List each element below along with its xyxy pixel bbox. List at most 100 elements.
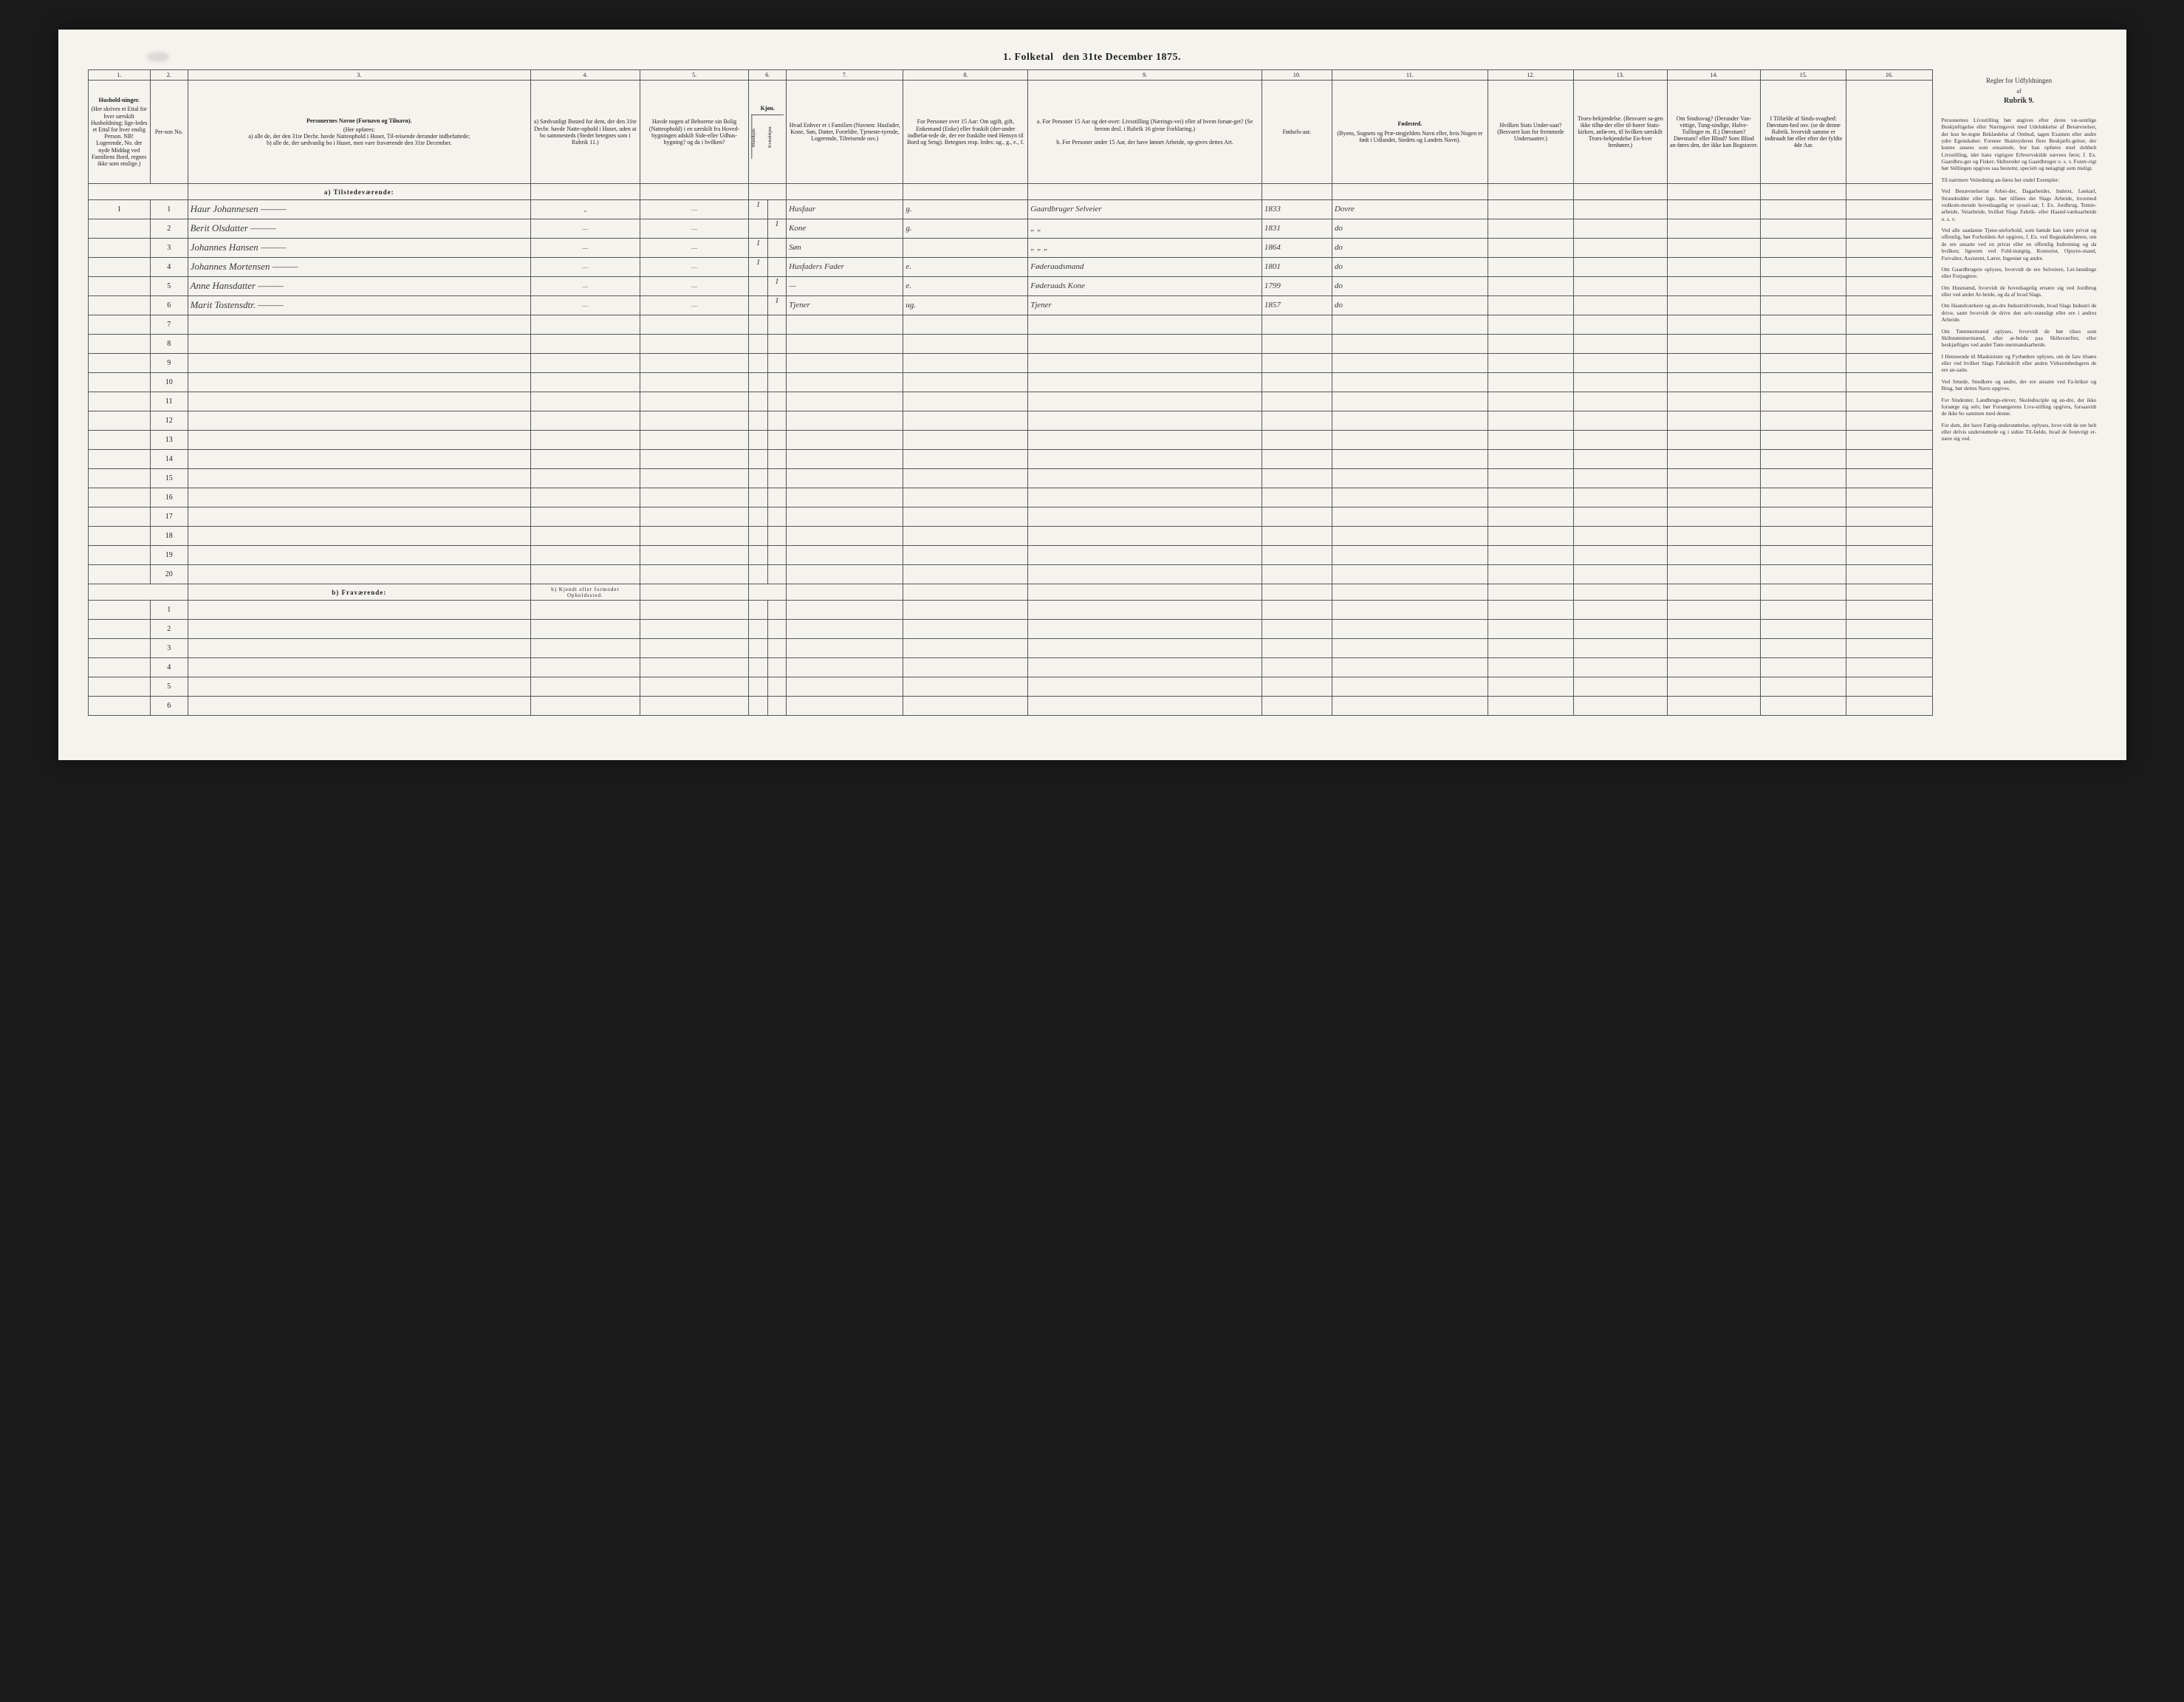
section-a-label: a) Tilstedeværende:	[88, 184, 1932, 200]
cell	[1761, 354, 1846, 373]
cell: e.	[903, 277, 1028, 296]
table-container: 1.2.3.4.5.6.7.8.9.10.11.12.13.14.15.16. …	[88, 69, 1933, 716]
cell	[787, 584, 903, 601]
document-page: 1. Folketal den 31te December 1875. 1.2.…	[58, 30, 2126, 760]
cell	[1846, 258, 1932, 277]
column-number-row: 1.2.3.4.5.6.7.8.9.10.11.12.13.14.15.16.	[88, 70, 1932, 81]
cell	[903, 431, 1028, 450]
cell: Kone	[787, 219, 903, 239]
cell	[1488, 335, 1573, 354]
cell	[1332, 658, 1488, 677]
table-row: 17	[88, 507, 1932, 527]
cell: —	[530, 277, 640, 296]
cell	[1028, 411, 1262, 431]
cell: b) Kjendt eller formodet Opholdssted.	[530, 584, 640, 601]
cell	[530, 527, 640, 546]
cell	[1028, 601, 1262, 620]
cell: Søn	[787, 239, 903, 258]
cell	[1488, 469, 1573, 488]
cell	[1667, 315, 1761, 335]
cell	[749, 527, 787, 546]
cell: Tjener	[1028, 296, 1262, 315]
cell	[88, 469, 150, 488]
cell	[1667, 469, 1761, 488]
col-num-15: 15.	[1761, 70, 1846, 81]
cell	[1846, 488, 1932, 507]
cell	[530, 697, 640, 716]
cell	[1846, 697, 1932, 716]
cell	[88, 584, 188, 601]
cell: —	[530, 239, 640, 258]
cell	[1761, 184, 1846, 200]
cell	[530, 601, 640, 620]
cell	[640, 335, 749, 354]
sidebar-para: Ved alle saadanne Tjene-steforhold, som …	[1942, 227, 2097, 262]
cell	[1573, 219, 1667, 239]
cell	[903, 392, 1028, 411]
cell	[1761, 258, 1846, 277]
cell	[1488, 277, 1573, 296]
cell	[787, 658, 903, 677]
cell	[749, 546, 787, 565]
cell	[1761, 658, 1846, 677]
cell	[1573, 546, 1667, 565]
cell	[1488, 527, 1573, 546]
cell: 6	[150, 296, 188, 315]
cell: do	[1332, 239, 1488, 258]
cell: 1	[88, 200, 150, 219]
table-row: 16	[88, 488, 1932, 507]
cell	[1332, 411, 1488, 431]
cell	[1761, 639, 1846, 658]
cell: Husfaders Fader	[787, 258, 903, 277]
col-header: Om Sindssvag? (Derunder Van-vittige, Tun…	[1667, 81, 1761, 184]
col-header: Hvilken Stats Under-saat? (Besvaret kun …	[1488, 81, 1573, 184]
cell	[1262, 620, 1332, 639]
cell: —	[640, 239, 749, 258]
cell	[1667, 277, 1761, 296]
cell	[1028, 488, 1262, 507]
cell	[1761, 277, 1846, 296]
col-header: I Tilfælde af Sinds-svaghed: Døvstum-hed…	[1761, 81, 1846, 184]
cell: 6	[150, 697, 188, 716]
sidebar-para: For dem, der have Fattig-understøttelse,…	[1942, 422, 2097, 442]
cell: do	[1332, 296, 1488, 315]
cell	[1332, 546, 1488, 565]
cell	[903, 620, 1028, 639]
cell: do	[1332, 277, 1488, 296]
title-part2: den 31te December 1875.	[1062, 52, 1181, 63]
cell	[530, 450, 640, 469]
col-num-2: 2.	[150, 70, 188, 81]
cell	[1028, 620, 1262, 639]
cell	[1332, 527, 1488, 546]
rules-sidebar: Regler for Udfyldningen af Rubrik 9. Per…	[1942, 69, 2097, 716]
cell: 1864	[1262, 239, 1332, 258]
cell	[787, 697, 903, 716]
sidebar-para: Ved Benævnelserne Arbei-der, Dagarbeider…	[1942, 188, 2097, 222]
cell	[1667, 219, 1761, 239]
table-row: 2	[88, 620, 1932, 639]
cell	[1667, 373, 1761, 392]
cell	[1262, 335, 1332, 354]
cell	[530, 315, 640, 335]
cell	[1262, 527, 1332, 546]
cell	[1573, 450, 1667, 469]
cell	[640, 315, 749, 335]
cell	[1262, 507, 1332, 527]
cell	[787, 335, 903, 354]
cell: 1	[749, 219, 787, 239]
cell	[640, 677, 749, 697]
cell	[1846, 315, 1932, 335]
cell: b) Fraværende:	[188, 584, 530, 601]
cell	[1488, 354, 1573, 373]
cell: 16	[150, 488, 188, 507]
table-row: 10	[88, 373, 1932, 392]
cell	[1761, 335, 1846, 354]
col-header: Fødsels-aar.	[1262, 81, 1332, 184]
cell	[88, 488, 150, 507]
cell: „	[530, 200, 640, 219]
cell	[1573, 527, 1667, 546]
cell	[88, 507, 150, 527]
cell	[1846, 411, 1932, 431]
cell	[88, 373, 150, 392]
cell	[1667, 658, 1761, 677]
